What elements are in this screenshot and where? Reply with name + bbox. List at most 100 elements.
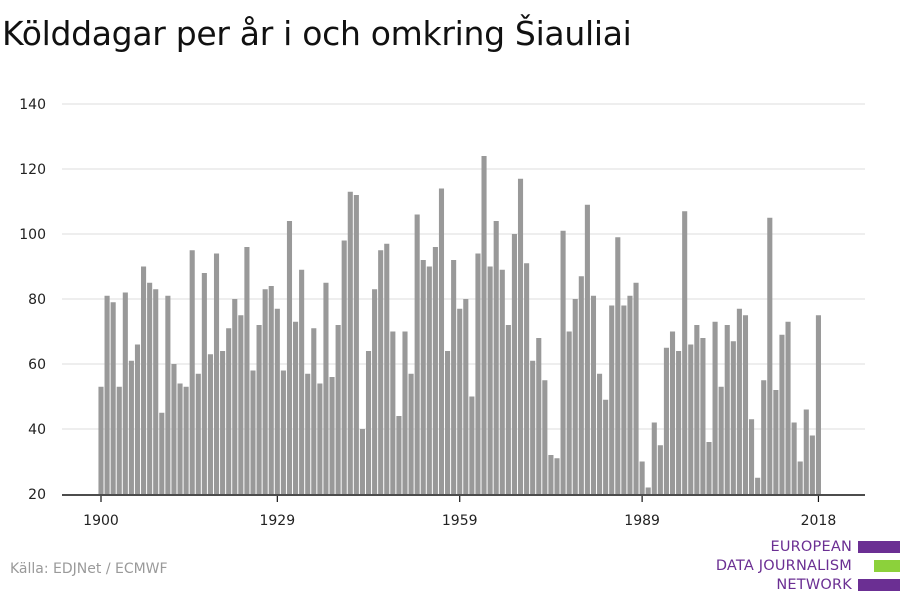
x-axis: 1900 1929 1959 1989 2018 [83, 496, 836, 529]
bar-1994 [669, 331, 676, 494]
bar-1912 [171, 364, 177, 494]
bar-1977 [566, 331, 572, 494]
bar-1960 [463, 299, 469, 494]
bar-1925 [250, 370, 256, 494]
bar-2016 [803, 409, 809, 494]
bar-1947 [384, 243, 390, 494]
bar-1914 [183, 386, 189, 494]
bar-1983 [603, 399, 609, 494]
bar-2007 [749, 419, 755, 494]
bar-1902 [110, 302, 116, 494]
logo-bar-middle [874, 560, 900, 572]
bar-1927 [262, 289, 268, 494]
bar-1953 [420, 260, 426, 494]
bar-2008 [755, 477, 761, 494]
bar-1970 [524, 263, 530, 494]
bar-1913 [177, 383, 183, 494]
bar-2013 [785, 321, 791, 494]
bar-1962 [475, 253, 481, 494]
bar-2012 [779, 334, 785, 494]
bar-1968 [511, 234, 517, 494]
y-tick-label: 100 [19, 227, 46, 243]
bar-1986 [621, 305, 627, 494]
bar-1939 [335, 325, 341, 494]
bar-1975 [554, 458, 560, 494]
x-tick-label: 1959 [442, 513, 478, 529]
bar-1955 [432, 247, 438, 494]
bar-1978 [572, 299, 578, 494]
bar-1984 [609, 305, 615, 494]
bar-2011 [773, 390, 779, 494]
bar-1937 [323, 282, 329, 494]
bar-1930 [280, 370, 286, 494]
bar-1959 [457, 308, 463, 494]
bar-1987 [627, 295, 633, 494]
y-tick-label: 40 [28, 422, 46, 438]
bar-1976 [560, 230, 566, 494]
y-tick-label: 120 [19, 162, 46, 178]
bar-1926 [256, 325, 262, 494]
x-tick-label: 1929 [259, 513, 295, 529]
bar-2005 [736, 308, 742, 494]
bar-1989 [639, 461, 645, 494]
bar-1935 [311, 328, 317, 494]
bar-2004 [730, 341, 736, 494]
bar-1974 [548, 455, 554, 494]
bar-1910 [159, 412, 165, 494]
bar-1923 [238, 315, 244, 494]
bar-1906 [134, 344, 141, 494]
bar-2015 [797, 461, 803, 494]
logo-line-european: EUROPEAN [770, 539, 852, 555]
bar-2014 [791, 422, 797, 494]
y-tick-label: 140 [19, 97, 46, 113]
bar-1909 [153, 289, 159, 494]
bar-1901 [104, 295, 110, 494]
bar-2010 [767, 217, 773, 494]
x-tick-label: 1900 [83, 513, 119, 529]
bar-1990 [645, 487, 651, 494]
bar-1982 [597, 373, 603, 494]
bar-2018 [815, 315, 821, 494]
bar-1946 [378, 250, 384, 494]
bar-1965 [493, 221, 499, 494]
logo-line-data-journalism: DATA JOURNALISM [715, 558, 852, 574]
bar-1904 [122, 292, 128, 494]
bar-1996 [682, 211, 688, 494]
y-axis: 20 40 60 80 100 120 140 [19, 97, 46, 503]
bar-2002 [718, 386, 724, 494]
y-tick-label: 80 [28, 292, 46, 308]
chart-title: Kölddagar per år i och omkring Šiauliai [2, 14, 632, 53]
bar-1936 [317, 383, 323, 494]
x-tick-label: 1989 [624, 513, 660, 529]
bar-1963 [481, 156, 487, 494]
bar-1966 [499, 269, 505, 494]
bar-1981 [590, 295, 597, 494]
bar-1943 [359, 429, 365, 494]
bar-2003 [724, 325, 730, 494]
bar-1920 [220, 351, 226, 494]
bar-2009 [761, 380, 767, 494]
bar-1905 [128, 360, 134, 494]
bar-1919 [213, 253, 220, 494]
bar-1941 [347, 191, 353, 494]
bar-1948 [390, 331, 396, 494]
bar-1911 [165, 295, 171, 494]
bar-1997 [688, 344, 694, 494]
bar-1954 [426, 266, 432, 494]
bar-1980 [584, 204, 590, 494]
source-credit: Källa: EDJNet / ECMWF [10, 561, 168, 577]
bar-1945 [372, 289, 378, 494]
bar-series [98, 156, 821, 494]
bar-1999 [700, 338, 706, 494]
bar-1949 [396, 416, 402, 494]
bar-1956 [438, 188, 445, 494]
bar-1985 [615, 237, 621, 494]
bar-1971 [530, 360, 536, 494]
logo-bar-top [858, 541, 900, 553]
bar-1916 [195, 373, 201, 494]
bar-1942 [353, 195, 359, 494]
bar-1938 [329, 377, 335, 494]
bar-2017 [809, 435, 815, 494]
bar-1952 [414, 214, 420, 494]
